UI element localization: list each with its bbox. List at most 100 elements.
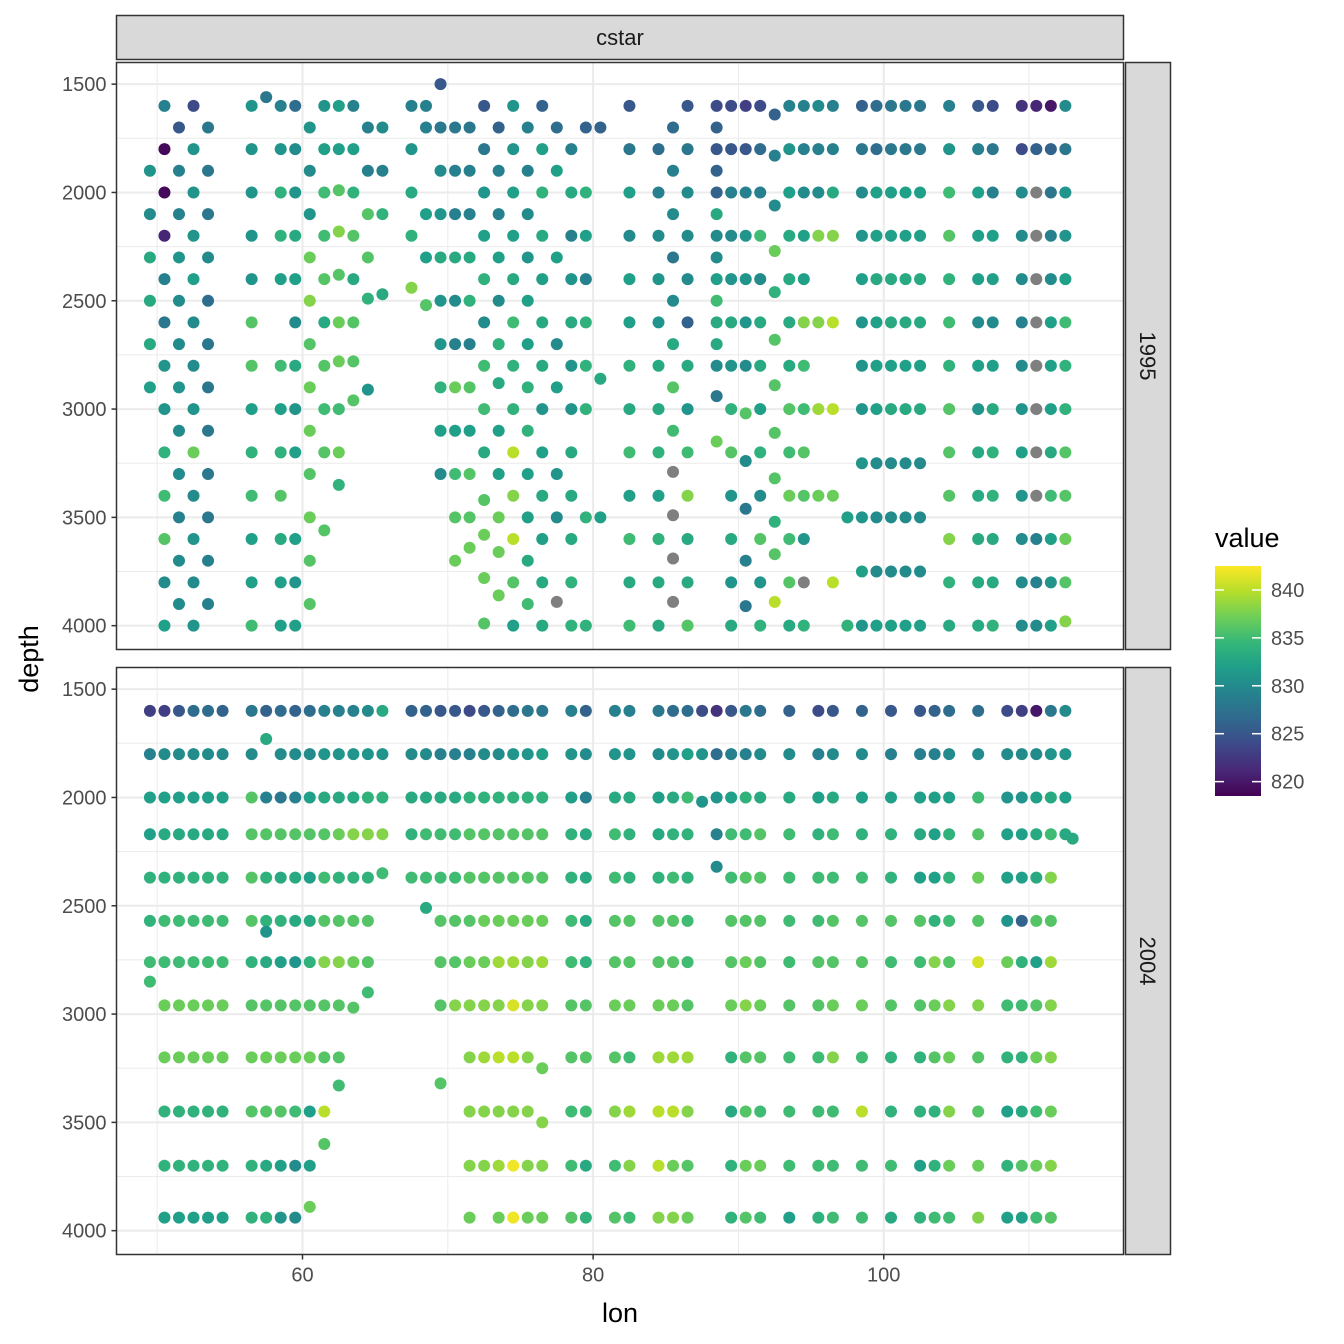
data-point	[202, 251, 215, 264]
data-point	[143, 791, 156, 804]
data-point	[245, 99, 258, 112]
data-point	[725, 791, 738, 804]
data-point	[492, 164, 505, 177]
data-point	[725, 143, 738, 156]
data-point	[783, 186, 796, 199]
data-point	[536, 359, 549, 372]
data-point	[507, 956, 520, 969]
data-point	[579, 1159, 592, 1172]
y-tick-label: 2000	[62, 787, 107, 809]
data-point	[289, 99, 302, 112]
data-point	[783, 1211, 796, 1224]
data-point	[143, 164, 156, 177]
data-point	[681, 533, 694, 546]
data-point	[885, 457, 898, 470]
data-point	[289, 1051, 302, 1064]
data-point	[1001, 871, 1014, 884]
data-point	[492, 704, 505, 717]
data-point	[449, 914, 462, 927]
data-point	[332, 478, 345, 491]
data-point	[623, 1159, 636, 1172]
data-point	[812, 403, 825, 416]
data-point	[318, 524, 331, 537]
data-point	[478, 273, 491, 286]
data-point	[1030, 828, 1043, 841]
data-point	[478, 229, 491, 242]
data-point	[216, 999, 229, 1012]
data-point	[492, 914, 505, 927]
data-point	[1001, 828, 1014, 841]
data-point	[943, 748, 956, 761]
data-point	[855, 914, 868, 927]
data-point	[172, 554, 185, 567]
data-point	[478, 871, 491, 884]
data-point	[303, 791, 316, 804]
data-point	[1015, 1105, 1028, 1118]
data-point	[536, 871, 549, 884]
legend-tick-label: 830	[1271, 676, 1304, 698]
data-point	[812, 229, 825, 242]
data-point	[768, 379, 781, 392]
data-point	[826, 914, 839, 927]
data-point	[420, 121, 433, 134]
data-point	[449, 208, 462, 221]
data-point	[521, 554, 534, 567]
data-point	[1015, 1051, 1028, 1064]
data-point	[885, 99, 898, 112]
data-point	[812, 828, 825, 841]
data-point	[521, 164, 534, 177]
data-point	[478, 1105, 491, 1118]
data-point	[1044, 914, 1057, 927]
data-point	[1044, 229, 1057, 242]
facet-strip-1995-label: 1995	[1135, 332, 1160, 381]
legend-tick-label: 820	[1271, 772, 1304, 794]
data-point	[783, 791, 796, 804]
data-point	[463, 381, 476, 394]
data-point	[303, 251, 316, 264]
data-point	[681, 359, 694, 372]
data-point	[739, 1105, 752, 1118]
data-point	[652, 791, 665, 804]
data-point	[202, 956, 215, 969]
data-point	[1015, 704, 1028, 717]
data-point	[943, 999, 956, 1012]
data-point	[681, 316, 694, 329]
data-point	[899, 186, 912, 199]
data-point	[158, 403, 171, 416]
data-point	[434, 164, 447, 177]
data-point	[914, 143, 927, 156]
data-point	[202, 1159, 215, 1172]
data-point	[710, 338, 723, 351]
data-point	[855, 1159, 868, 1172]
data-point	[652, 828, 665, 841]
data-point	[914, 99, 927, 112]
data-point	[521, 704, 534, 717]
data-point	[579, 186, 592, 199]
data-point	[768, 515, 781, 528]
data-point	[768, 548, 781, 561]
data-point	[914, 619, 927, 632]
data-point	[332, 748, 345, 761]
data-point	[172, 828, 185, 841]
data-point	[158, 791, 171, 804]
data-point	[1030, 446, 1043, 459]
data-point	[1001, 1211, 1014, 1224]
data-point	[885, 186, 898, 199]
data-point	[1030, 1105, 1043, 1118]
facet-strip-2004: 2004	[1124, 666, 1172, 1256]
data-point	[681, 914, 694, 927]
data-point	[725, 533, 738, 546]
data-point	[914, 229, 927, 242]
data-point	[216, 1159, 229, 1172]
data-point	[172, 251, 185, 264]
data-point	[143, 748, 156, 761]
data-point	[754, 871, 767, 884]
data-point	[885, 403, 898, 416]
data-point	[202, 121, 215, 134]
data-point	[652, 1105, 665, 1118]
data-point	[449, 748, 462, 761]
data-point	[972, 748, 985, 761]
data-point	[245, 316, 258, 329]
data-point	[318, 403, 331, 416]
data-point	[972, 273, 985, 286]
